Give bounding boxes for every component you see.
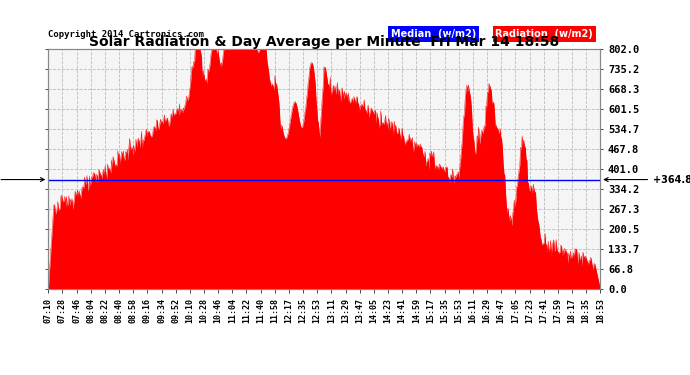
Text: Copyright 2014 Cartronics.com: Copyright 2014 Cartronics.com [48, 30, 204, 39]
Title: Solar Radiation & Day Average per Minute  Fri Mar 14 18:58: Solar Radiation & Day Average per Minute… [89, 35, 560, 49]
Text: +364.87: +364.87 [604, 174, 690, 184]
Text: +364.87: +364.87 [0, 174, 44, 184]
Text: Radiation  (w/m2): Radiation (w/m2) [495, 29, 593, 39]
Text: Median  (w/m2): Median (w/m2) [391, 29, 476, 39]
